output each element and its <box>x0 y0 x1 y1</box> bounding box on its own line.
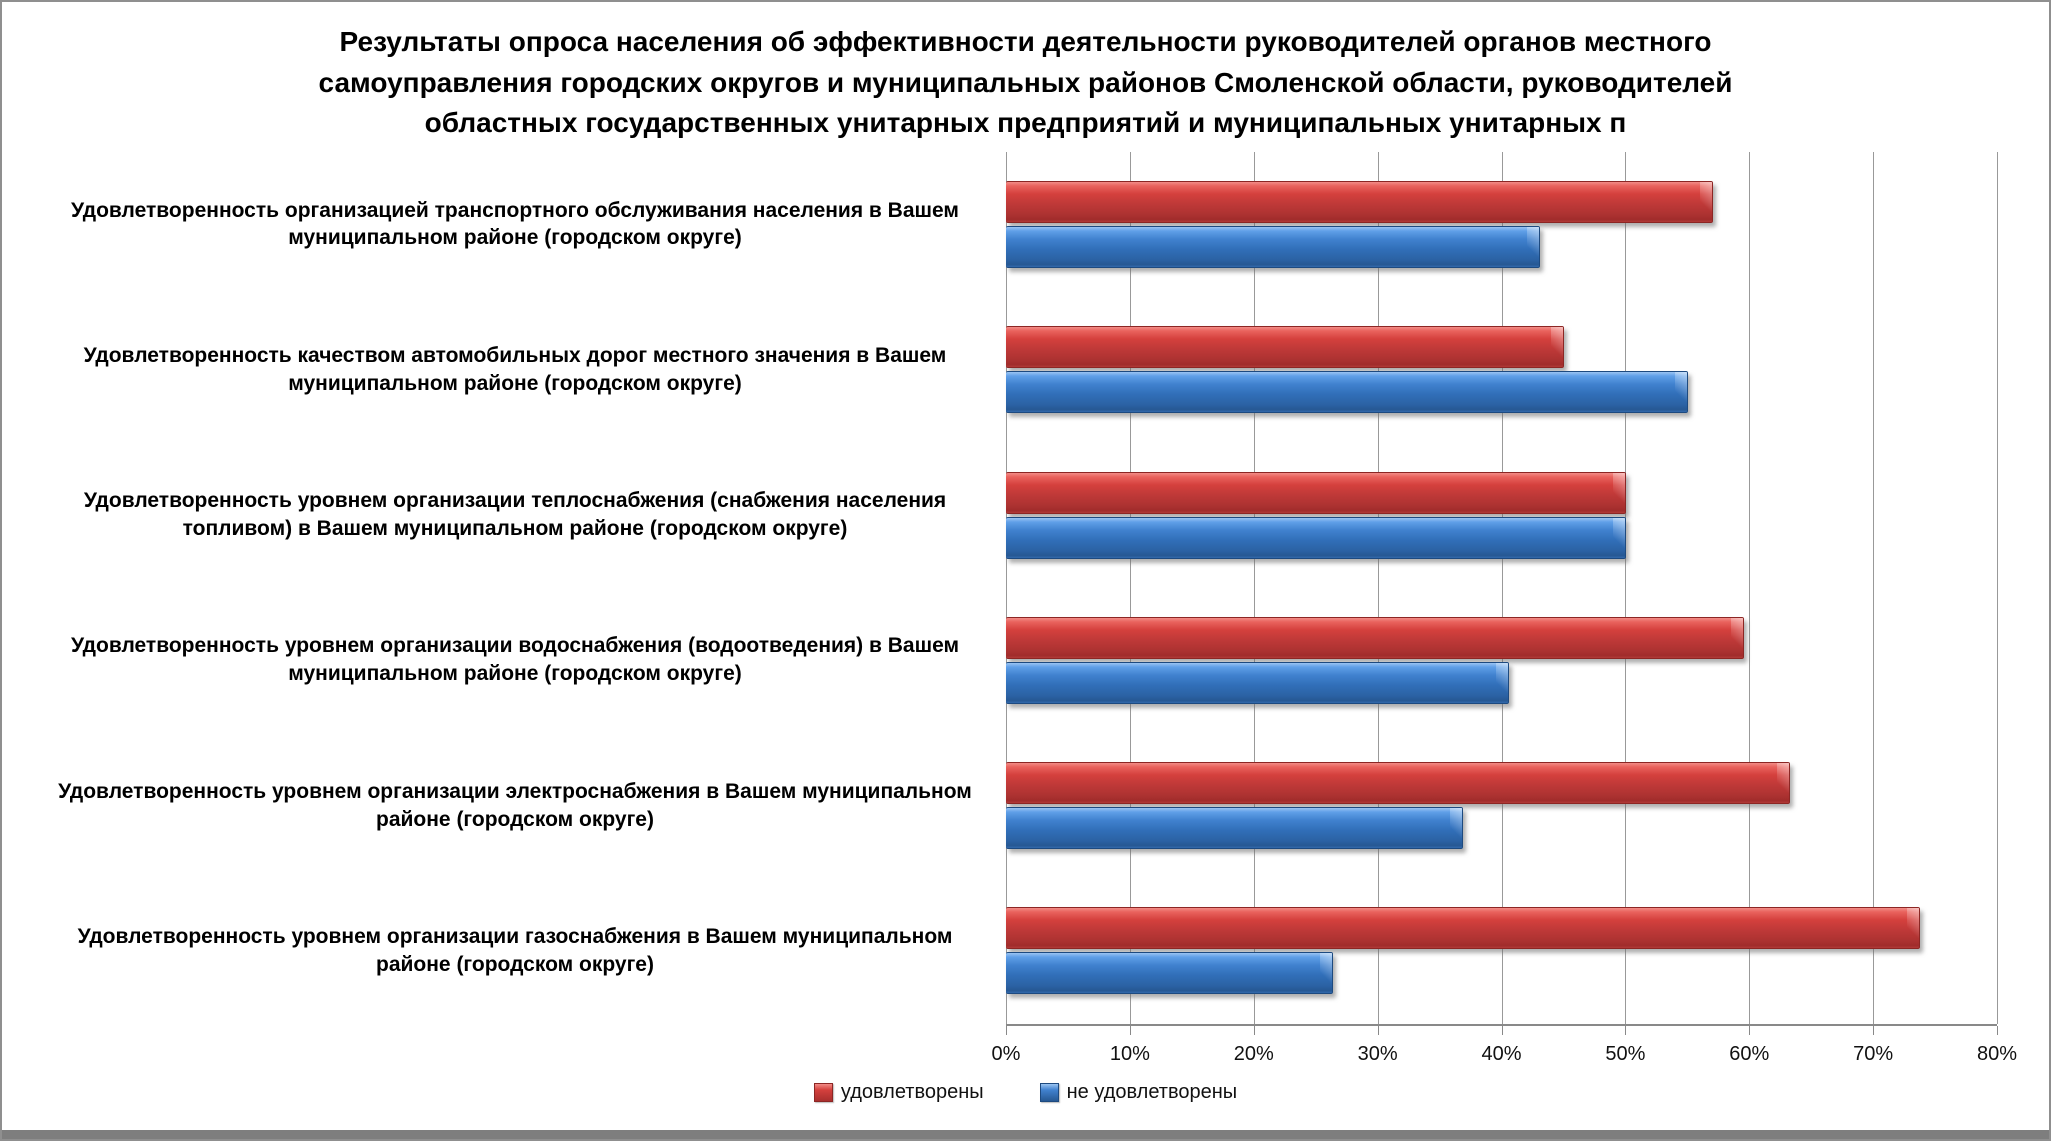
x-axis-tick-label: 60% <box>1729 1042 1770 1065</box>
bar-group-heating <box>1006 442 1997 587</box>
category-label: Удовлетворенность уровнем организации эл… <box>58 779 972 831</box>
bar-not-satisfied <box>1006 371 1689 414</box>
category-label: Удовлетворенность уровнем организации во… <box>70 634 960 686</box>
category-axis: Удовлетворенность организацией транспорт… <box>2 152 990 1071</box>
tick-mark <box>1129 1025 1131 1035</box>
plot-wrap: 0% 10% 20% 30% 40% 50% 60% 70% 80% <box>992 151 2017 1071</box>
bar-satisfied <box>1006 180 1714 223</box>
tick-mark <box>1749 1025 1751 1035</box>
category-label: Удовлетворенность качеством автомобильны… <box>83 343 947 395</box>
bar-satisfied <box>1006 326 1565 369</box>
chart-title: Результаты опроса населения об эффективн… <box>318 26 1733 139</box>
x-axis-tick-label: 0% <box>991 1042 1021 1065</box>
legend-item-not-satisfied: не удовлетворены <box>1039 1080 1238 1104</box>
category-label: Удовлетворенность уровнем организации те… <box>83 489 947 541</box>
legend-label-satisfied: удовлетворены <box>840 1080 984 1103</box>
x-axis-tick-label: 50% <box>1605 1042 1646 1065</box>
tick-mark <box>1501 1025 1503 1035</box>
bar-group-gas <box>1006 878 1997 1023</box>
bar-not-satisfied <box>1006 661 1509 704</box>
bar-not-satisfied <box>1006 225 1540 268</box>
x-axis-tick-label: 10% <box>1109 1042 1150 1065</box>
bar-group-transport <box>1006 152 1997 297</box>
gridline-20pct <box>1253 151 1255 1024</box>
legend-label-not-satisfied: не удовлетворены <box>1066 1080 1238 1103</box>
bar-satisfied <box>1006 907 1920 950</box>
legend-item-satisfied: удовлетворены <box>813 1080 984 1104</box>
bar-satisfied <box>1006 471 1627 514</box>
x-axis-labels: 0% 10% 20% 30% 40% 50% 60% 70% 80% <box>992 1042 2017 1071</box>
x-axis-tick-label: 30% <box>1357 1042 1398 1065</box>
plot-area <box>1006 151 1998 1026</box>
tick-mark <box>1253 1025 1255 1035</box>
x-axis-tick-label: 40% <box>1481 1042 1522 1065</box>
legend-swatch-not-satisfied-icon <box>1039 1082 1059 1102</box>
gridline-60pct <box>1749 151 1751 1024</box>
bar-not-satisfied <box>1006 952 1333 995</box>
tick-mark <box>1997 1025 1998 1035</box>
gridline-80pct <box>1997 151 1998 1024</box>
x-axis-tick-label: 80% <box>1976 1042 2018 1065</box>
bar-not-satisfied <box>1006 516 1627 559</box>
chart-legend: удовлетворены не удовлетворены <box>2 1081 2049 1104</box>
legend-swatch-satisfied-icon <box>813 1082 833 1102</box>
gridline-50pct <box>1625 151 1627 1024</box>
bar-not-satisfied <box>1006 807 1463 850</box>
x-axis-tick-label: 20% <box>1233 1042 1274 1065</box>
category-cell: Удовлетворенность уровнем организации те… <box>2 442 990 587</box>
tick-mark <box>1625 1025 1627 1035</box>
gridline-70pct <box>1873 151 1875 1024</box>
bar-group-electricity <box>1006 733 1997 878</box>
x-axis-ticks <box>1006 1025 1998 1035</box>
bar-group-roads <box>1006 297 1997 442</box>
bar-satisfied <box>1006 762 1790 805</box>
tick-mark <box>1006 1025 1007 1035</box>
category-cell: Удовлетворенность уровнем организации эл… <box>2 733 990 878</box>
category-cell: Удовлетворенность уровнем организации га… <box>2 878 990 1023</box>
gridline-30pct <box>1377 151 1379 1024</box>
tick-mark <box>1377 1025 1379 1035</box>
gridline-0pct <box>1006 151 1007 1024</box>
x-axis-tick-label: 70% <box>1853 1042 1894 1065</box>
window-bottom-edge <box>2 1130 2049 1139</box>
tick-mark <box>1873 1025 1875 1035</box>
gridline-10pct <box>1129 151 1131 1024</box>
category-cell: Удовлетворенность качеством автомобильны… <box>2 297 990 442</box>
category-label: Удовлетворенность уровнем организации га… <box>77 924 953 976</box>
category-cell: Удовлетворенность уровнем организации во… <box>2 588 990 733</box>
chart-body: Удовлетворенность организацией транспорт… <box>2 151 2049 1071</box>
category-cell: Удовлетворенность организацией транспорт… <box>2 152 990 297</box>
bar-satisfied <box>1006 616 1745 659</box>
bar-group-water <box>1006 588 1997 733</box>
gridline-40pct <box>1501 151 1503 1024</box>
category-label: Удовлетворенность организацией транспорт… <box>71 198 959 250</box>
